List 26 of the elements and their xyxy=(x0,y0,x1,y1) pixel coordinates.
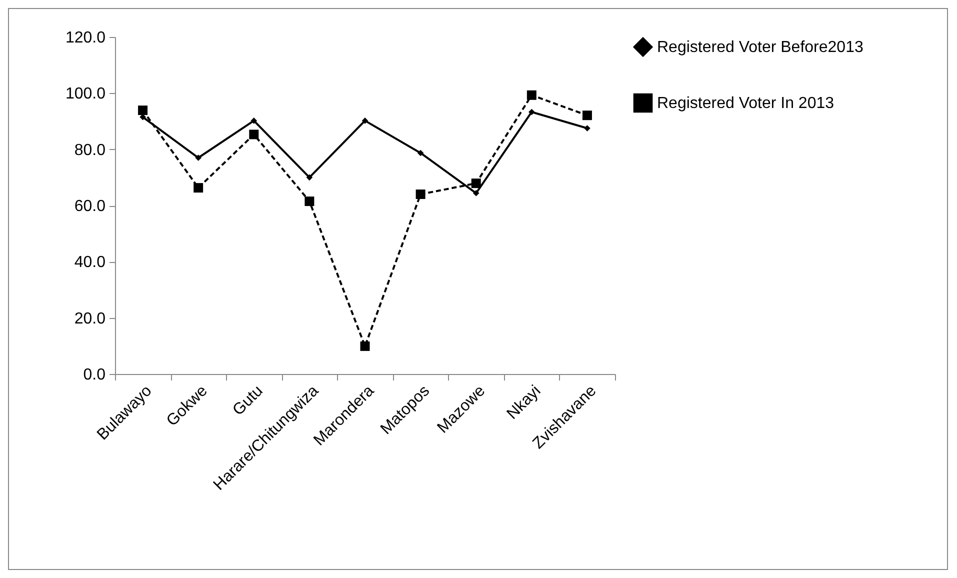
point xyxy=(249,130,259,140)
point xyxy=(526,90,536,100)
point xyxy=(472,190,480,196)
y-tick-label: 120.0 xyxy=(65,30,106,46)
point xyxy=(416,190,426,200)
point xyxy=(306,174,313,181)
point xyxy=(584,125,590,132)
point xyxy=(250,118,258,124)
point xyxy=(304,196,314,206)
point xyxy=(582,110,592,120)
y-tick-label: 100.0 xyxy=(65,86,106,103)
point xyxy=(194,183,204,193)
y-tick-label: 20.0 xyxy=(74,310,106,328)
y-tick-label: 60.0 xyxy=(74,198,106,215)
point xyxy=(528,108,535,116)
point xyxy=(471,178,481,188)
point xyxy=(360,341,370,351)
legend-label: Registered Voter Before2013 xyxy=(657,39,864,56)
point xyxy=(362,118,368,124)
point xyxy=(138,106,148,116)
point xyxy=(195,154,202,161)
legend-label: Registered Voter In 2013 xyxy=(657,95,834,112)
point xyxy=(417,150,424,156)
y-tick-label: 40.0 xyxy=(74,254,106,272)
y-tick-label: 80.0 xyxy=(74,142,106,159)
y-tick-label: 0.0 xyxy=(83,366,106,384)
